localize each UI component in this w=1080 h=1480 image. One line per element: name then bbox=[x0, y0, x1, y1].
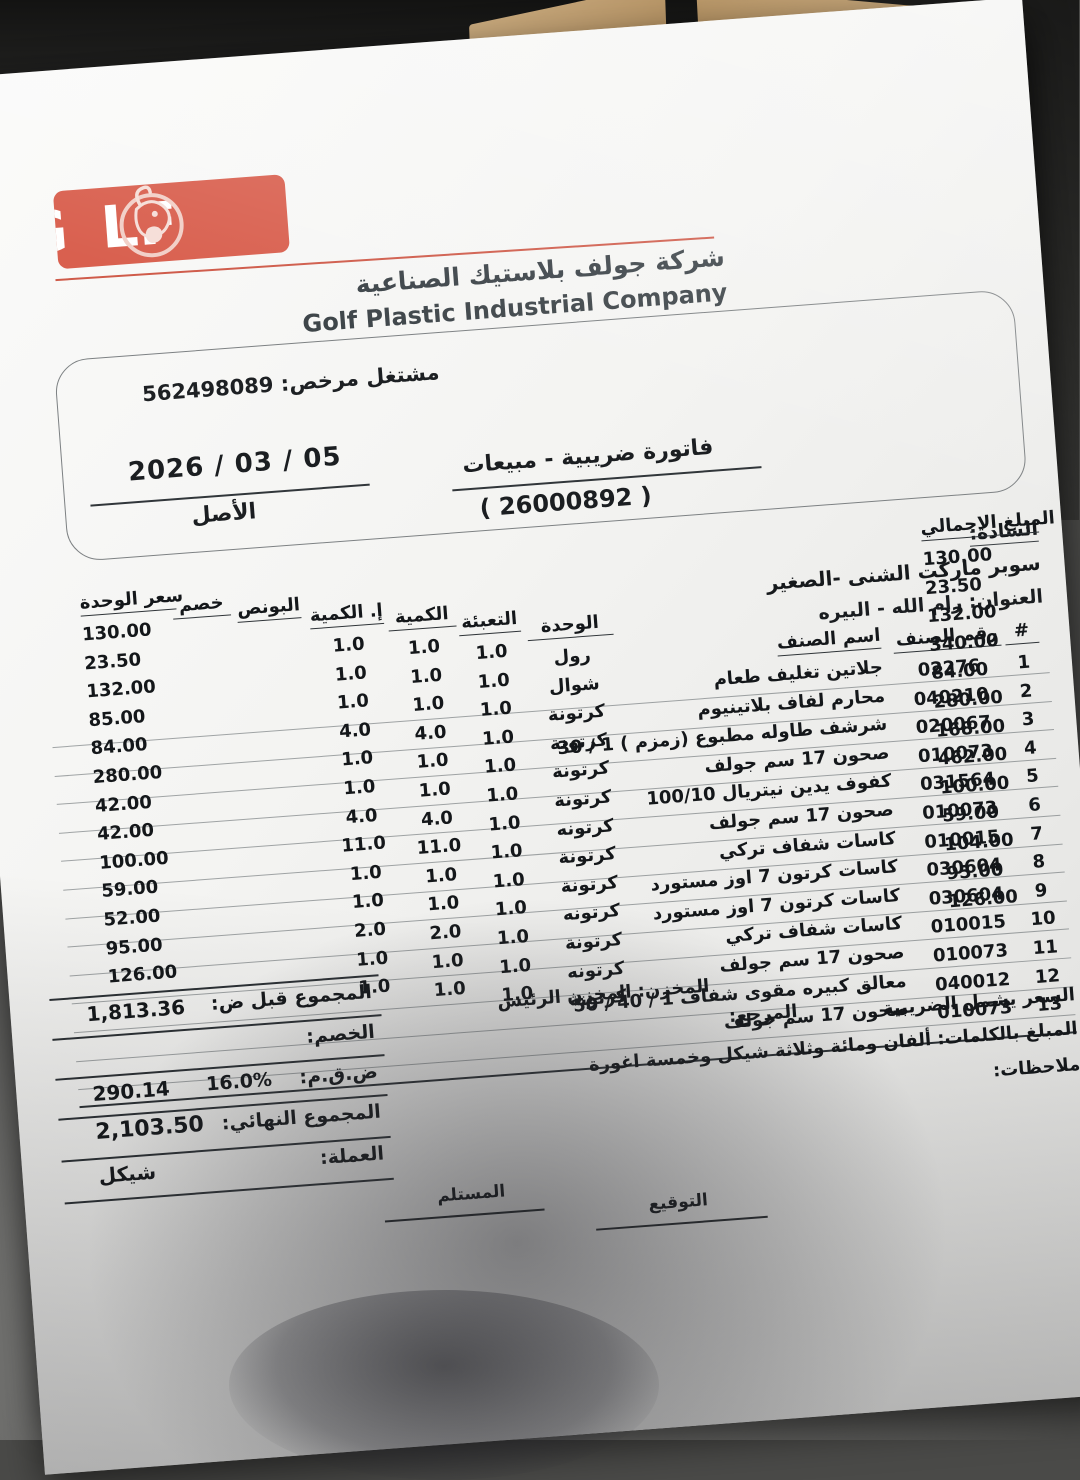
cell-qty-total: 1.0 bbox=[332, 633, 367, 657]
cell-name: جلاتين تغليف طعام bbox=[713, 656, 885, 691]
copy-type: الأصل bbox=[191, 499, 259, 529]
header-unit: الوحدة bbox=[527, 610, 615, 642]
cell-bonus bbox=[239, 626, 303, 631]
header-qty-total: إ. الكمية bbox=[309, 599, 386, 630]
cell-qty-total: 1.0 bbox=[335, 661, 369, 686]
cell-unit-price: 23.50 bbox=[84, 648, 143, 675]
cell-qty: 1.0 bbox=[410, 664, 444, 688]
cell-bonus bbox=[244, 683, 308, 688]
header-qty: الكمية bbox=[387, 602, 458, 632]
grand-total-value: 2,103.50 bbox=[95, 1111, 206, 1145]
golf-logo: G LF bbox=[53, 174, 292, 270]
signature-label: التوقيع bbox=[648, 1190, 710, 1215]
cell-index: 10 bbox=[1030, 907, 1058, 931]
currency-value: شيكل bbox=[98, 1159, 158, 1188]
cell-bonus bbox=[241, 655, 305, 660]
header-unit-price: سعر الوحدة bbox=[79, 585, 185, 617]
cell-index: 11 bbox=[1033, 936, 1060, 960]
cell-unit-price: 130.00 bbox=[82, 619, 154, 646]
signature-line bbox=[597, 1215, 769, 1231]
cell-discount bbox=[175, 623, 233, 627]
cell-discount bbox=[179, 680, 237, 684]
receiver-signature-line bbox=[385, 1208, 546, 1223]
cell-unit-price: 132.00 bbox=[86, 676, 158, 703]
cell-pack: 1.0 bbox=[475, 640, 510, 665]
cell-qty: 1.0 bbox=[408, 635, 442, 660]
header-pack: التعبئة bbox=[458, 607, 523, 637]
header-bonus: البونص bbox=[236, 594, 303, 623]
cell-discount bbox=[177, 652, 235, 656]
header-total: المبلغ الاجمالي bbox=[920, 507, 1057, 542]
header-name: اسم الصنف bbox=[777, 624, 883, 657]
cell-unit: رول bbox=[553, 644, 593, 669]
currency-label: العملة: bbox=[320, 1142, 386, 1170]
notes-label: ملاحظات: bbox=[993, 1053, 1080, 1082]
receiver-label: المستلم bbox=[437, 1181, 507, 1207]
svg-text:G: G bbox=[54, 197, 72, 268]
